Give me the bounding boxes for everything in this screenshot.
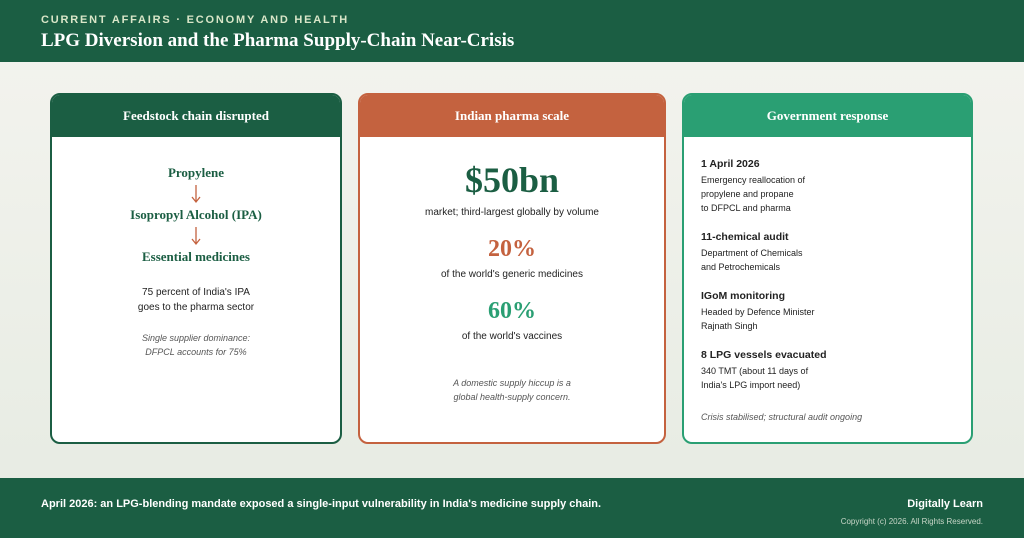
italic-line: Single supplier dominance: bbox=[141, 333, 251, 343]
arrow bbox=[52, 223, 340, 249]
item-line: Rajnath Singh bbox=[701, 321, 758, 331]
card-title: Feedstock chain disrupted bbox=[52, 95, 340, 137]
card-title: Indian pharma scale bbox=[360, 95, 664, 137]
item-line: India's LPG import need) bbox=[701, 380, 801, 390]
card-body: Propylene Isopropyl Alcohol (IPA) Essentia… bbox=[52, 137, 340, 359]
stat-label: market; third-largest globally by volume bbox=[425, 207, 599, 218]
arrow bbox=[52, 181, 340, 207]
arrow-icon bbox=[191, 185, 201, 204]
arrow-icon bbox=[191, 227, 201, 246]
note-line: goes to the pharma sector bbox=[137, 302, 255, 313]
stat-value: 20% bbox=[488, 236, 536, 262]
brand: Digitally Learn bbox=[907, 498, 983, 510]
item-line: Emergency reallocation of bbox=[701, 175, 806, 185]
note: 75 percent of India's IPA goes to the pha… bbox=[52, 285, 340, 315]
stat-value: $50bn bbox=[464, 160, 560, 200]
item-line: to DFPCL and pharma bbox=[701, 203, 791, 213]
card-title: Government response bbox=[684, 95, 971, 137]
stat-value: 60% bbox=[488, 298, 536, 324]
card-body: 1 April 2026 Emergency reallocation of pro… bbox=[684, 137, 971, 424]
italic-note: A domestic supply hiccup is a global heal… bbox=[360, 376, 664, 404]
chain-step: Isopropyl Alcohol (IPA) bbox=[130, 207, 262, 222]
italic-line: A domestic supply hiccup is a bbox=[453, 378, 571, 388]
item-heading: IGoM monitoring bbox=[701, 290, 785, 302]
stat-label: of the world's generic medicines bbox=[441, 269, 583, 280]
card: Government response 1 April 2026 Emergency… bbox=[682, 93, 973, 444]
note-line: 75 percent of India's IPA bbox=[142, 287, 250, 298]
response-item: 1 April 2026 Emergency reallocation of pro… bbox=[701, 157, 971, 215]
item-line: propylene and propane bbox=[701, 189, 794, 199]
item-heading: 11-chemical audit bbox=[701, 231, 789, 243]
item-line: and Petrochemicals bbox=[701, 262, 781, 272]
chain-step: Essential medicines bbox=[142, 249, 250, 264]
item-heading: 1 April 2026 bbox=[701, 158, 760, 170]
item-line: Department of Chemicals bbox=[701, 248, 803, 258]
response-item: IGoM monitoring Headed by Defence Ministe… bbox=[701, 289, 971, 333]
card: Indian pharma scale $50bn market; third-la… bbox=[358, 93, 666, 444]
italic-line: Crisis stabilised; structural audit ongo… bbox=[701, 412, 863, 422]
copyright: Copyright (c) 2026. All Rights Reserved. bbox=[840, 517, 983, 526]
italic-line: DFPCL accounts for 75% bbox=[145, 347, 247, 357]
card: Feedstock chain disrupted Propylene Isopro… bbox=[50, 93, 342, 444]
italic-note: Single supplier dominance: DFPCL accounts… bbox=[52, 331, 340, 359]
header: CURRENT AFFAIRS · ECONOMY AND HEALTH LPG… bbox=[0, 0, 1024, 62]
kicker: CURRENT AFFAIRS · ECONOMY AND HEALTH bbox=[41, 14, 350, 26]
card-body: $50bn market; third-largest globally by v… bbox=[360, 137, 664, 404]
stat-label: of the world's vaccines bbox=[461, 331, 563, 342]
response-item: 8 LPG vessels evacuated 340 TMT (about 11… bbox=[701, 348, 971, 392]
item-heading: 8 LPG vessels evacuated bbox=[701, 349, 827, 361]
footer-text: April 2026: an LPG-blending mandate expo… bbox=[41, 498, 602, 510]
italic-line: global health-supply concern. bbox=[453, 392, 571, 402]
response-item: 11-chemical audit Department of Chemicals… bbox=[701, 230, 971, 274]
chain-step: Propylene bbox=[167, 165, 225, 180]
item-line: Headed by Defence Minister bbox=[701, 307, 815, 317]
footer: April 2026: an LPG-blending mandate expo… bbox=[0, 478, 1024, 538]
item-line: 340 TMT (about 11 days of bbox=[701, 366, 809, 376]
italic-note: Crisis stabilised; structural audit ongo… bbox=[701, 410, 971, 424]
page-title: LPG Diversion and the Pharma Supply-Chai… bbox=[41, 30, 515, 51]
